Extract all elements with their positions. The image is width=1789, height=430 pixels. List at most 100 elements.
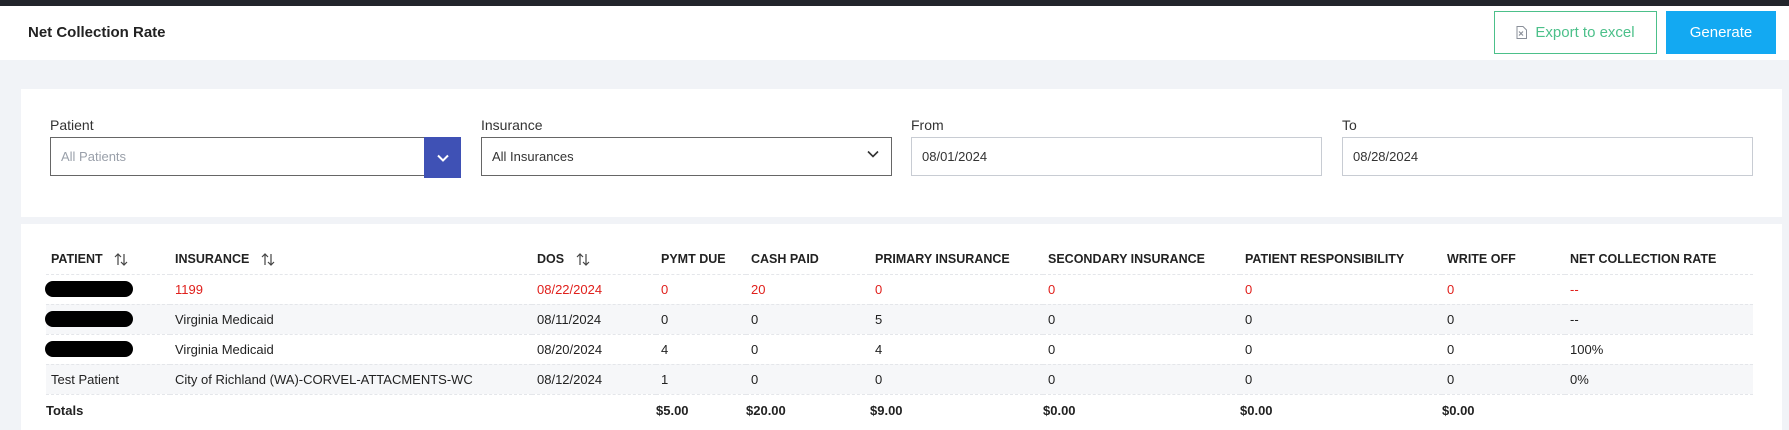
table-header-row: PATIENT INSURANCE DOS [46,244,1753,275]
table-row[interactable]: Test Patient City of Richland (WA)-CORVE… [46,364,1753,395]
cash-paid-cell: 0 [746,334,870,365]
to-label: To [1342,117,1357,133]
primary-insurance-cell: 0 [870,364,1043,395]
cash-paid-cell: 0 [746,304,870,335]
primary-insurance-cell: 4 [870,334,1043,365]
export-label: Export to excel [1535,24,1635,41]
table-row[interactable]: Virginia Medicaid 08/20/2024 4 0 4 0 0 0… [45,334,1753,365]
patient-filter: Patient All Patients [50,117,461,178]
insurance-label: Insurance [481,117,543,133]
table-row[interactable]: Virginia Medicaid 08/11/2024 0 0 5 0 0 0… [45,304,1753,335]
page-title: Net Collection Rate [28,24,166,41]
insurance-cell: 1199 [170,274,532,305]
pymt-due-cell: 0 [656,274,746,305]
write-off-cell: 0 [1442,334,1565,365]
patient-responsibility-cell: 0 [1240,364,1442,395]
table-row[interactable]: 1199 08/22/2024 0 20 0 0 0 0 -- [45,274,1753,305]
to-date-value: 08/28/2024 [1353,149,1419,164]
patient-label: Patient [50,117,94,133]
total-write-off: $0.00 [1442,402,1475,418]
page-header: Net Collection Rate Export to excel Gene… [0,6,1789,60]
insurance-select[interactable]: All Insurances [481,137,892,176]
pymt-due-cell: 0 [656,304,746,335]
patient-cell [45,334,170,365]
redacted-name [45,311,133,328]
write-off-cell: 0 [1442,304,1565,335]
column-header-write-off: WRITE OFF [1442,244,1565,275]
total-pymt-due: $5.00 [656,402,689,418]
insurance-value: All Insurances [492,149,574,164]
secondary-insurance-cell: 0 [1043,364,1240,395]
column-header-patient[interactable]: PATIENT [46,244,170,275]
column-header-secondary-insurance: SECONDARY INSURANCE [1043,244,1240,275]
dos-cell: 08/20/2024 [532,334,656,365]
excel-file-icon [1516,26,1528,39]
from-date-input[interactable]: 08/01/2024 [911,137,1322,176]
column-header-primary-insurance: PRIMARY INSURANCE [870,244,1043,275]
report-table-card: PATIENT INSURANCE DOS [21,224,1782,430]
patient-select[interactable]: All Patients [50,137,461,178]
totals-empty [532,394,656,424]
dos-cell: 08/22/2024 [532,274,656,305]
column-header-dos[interactable]: DOS [532,244,656,275]
sort-icon[interactable] [261,252,275,266]
total-primary-insurance: $9.00 [870,402,903,418]
patient-cell: Test Patient [46,364,170,395]
column-header-patient-responsibility: PATIENT RESPONSIBILITY [1240,244,1442,275]
column-header-net-collection-rate: NET COLLECTION RATE [1565,244,1753,275]
patient-cell [45,304,170,335]
pymt-due-cell: 4 [656,334,746,365]
cash-paid-cell: 0 [746,364,870,395]
to-date-input[interactable]: 08/28/2024 [1342,137,1753,176]
redacted-name [45,341,133,358]
dos-cell: 08/12/2024 [532,364,656,395]
filter-panel: Patient All Patients Insurance All Insur… [21,89,1782,217]
net-collection-rate-cell: -- [1565,304,1753,335]
chevron-down-icon [436,154,449,162]
total-cash-paid: $20.00 [746,402,786,418]
net-collection-rate-cell: 100% [1565,334,1753,365]
top-bar [0,0,1789,6]
patient-cell [45,274,170,305]
insurance-cell: City of Richland (WA)-CORVEL-ATTACMENTS-… [170,364,532,395]
pymt-due-cell: 1 [656,364,746,395]
patient-placeholder: All Patients [61,149,127,164]
to-filter: To 08/28/2024 [1342,117,1753,176]
redacted-name [45,281,133,298]
write-off-cell: 0 [1442,274,1565,305]
patient-responsibility-cell: 0 [1240,304,1442,335]
net-collection-rate-cell: 0% [1565,364,1753,395]
primary-insurance-cell: 0 [870,274,1043,305]
generate-button[interactable]: Generate [1666,11,1776,54]
totals-label: Totals [46,402,84,418]
primary-insurance-cell: 5 [870,304,1043,335]
from-date-value: 08/01/2024 [922,149,988,164]
secondary-insurance-cell: 0 [1043,274,1240,305]
total-secondary-insurance: $0.00 [1043,402,1076,418]
sort-icon[interactable] [114,252,128,266]
sort-icon[interactable] [576,252,590,266]
secondary-insurance-cell: 0 [1043,304,1240,335]
totals-empty [1565,394,1753,424]
cash-paid-cell: 20 [746,274,870,305]
chevron-down-icon [867,150,879,158]
from-label: From [911,117,944,133]
column-header-pymt-due: PYMT DUE [656,244,746,275]
dos-cell: 08/11/2024 [532,304,656,335]
totals-row: Totals $5.00 $20.00 $9.00 $0.00 $0.00 $0… [46,394,1753,424]
from-filter: From 08/01/2024 [911,117,1322,176]
export-to-excel-button[interactable]: Export to excel [1494,11,1657,54]
insurance-cell: Virginia Medicaid [170,304,532,335]
column-header-cash-paid: CASH PAID [746,244,870,275]
column-header-insurance[interactable]: INSURANCE [170,244,532,275]
patient-dropdown-button[interactable] [424,137,461,178]
report-table: PATIENT INSURANCE DOS [45,244,1753,424]
patient-responsibility-cell: 0 [1240,274,1442,305]
write-off-cell: 0 [1442,364,1565,395]
insurance-filter: Insurance All Insurances [481,117,892,176]
total-patient-responsibility: $0.00 [1240,402,1273,418]
insurance-cell: Virginia Medicaid [170,334,532,365]
secondary-insurance-cell: 0 [1043,334,1240,365]
patient-responsibility-cell: 0 [1240,334,1442,365]
totals-empty [170,394,532,424]
